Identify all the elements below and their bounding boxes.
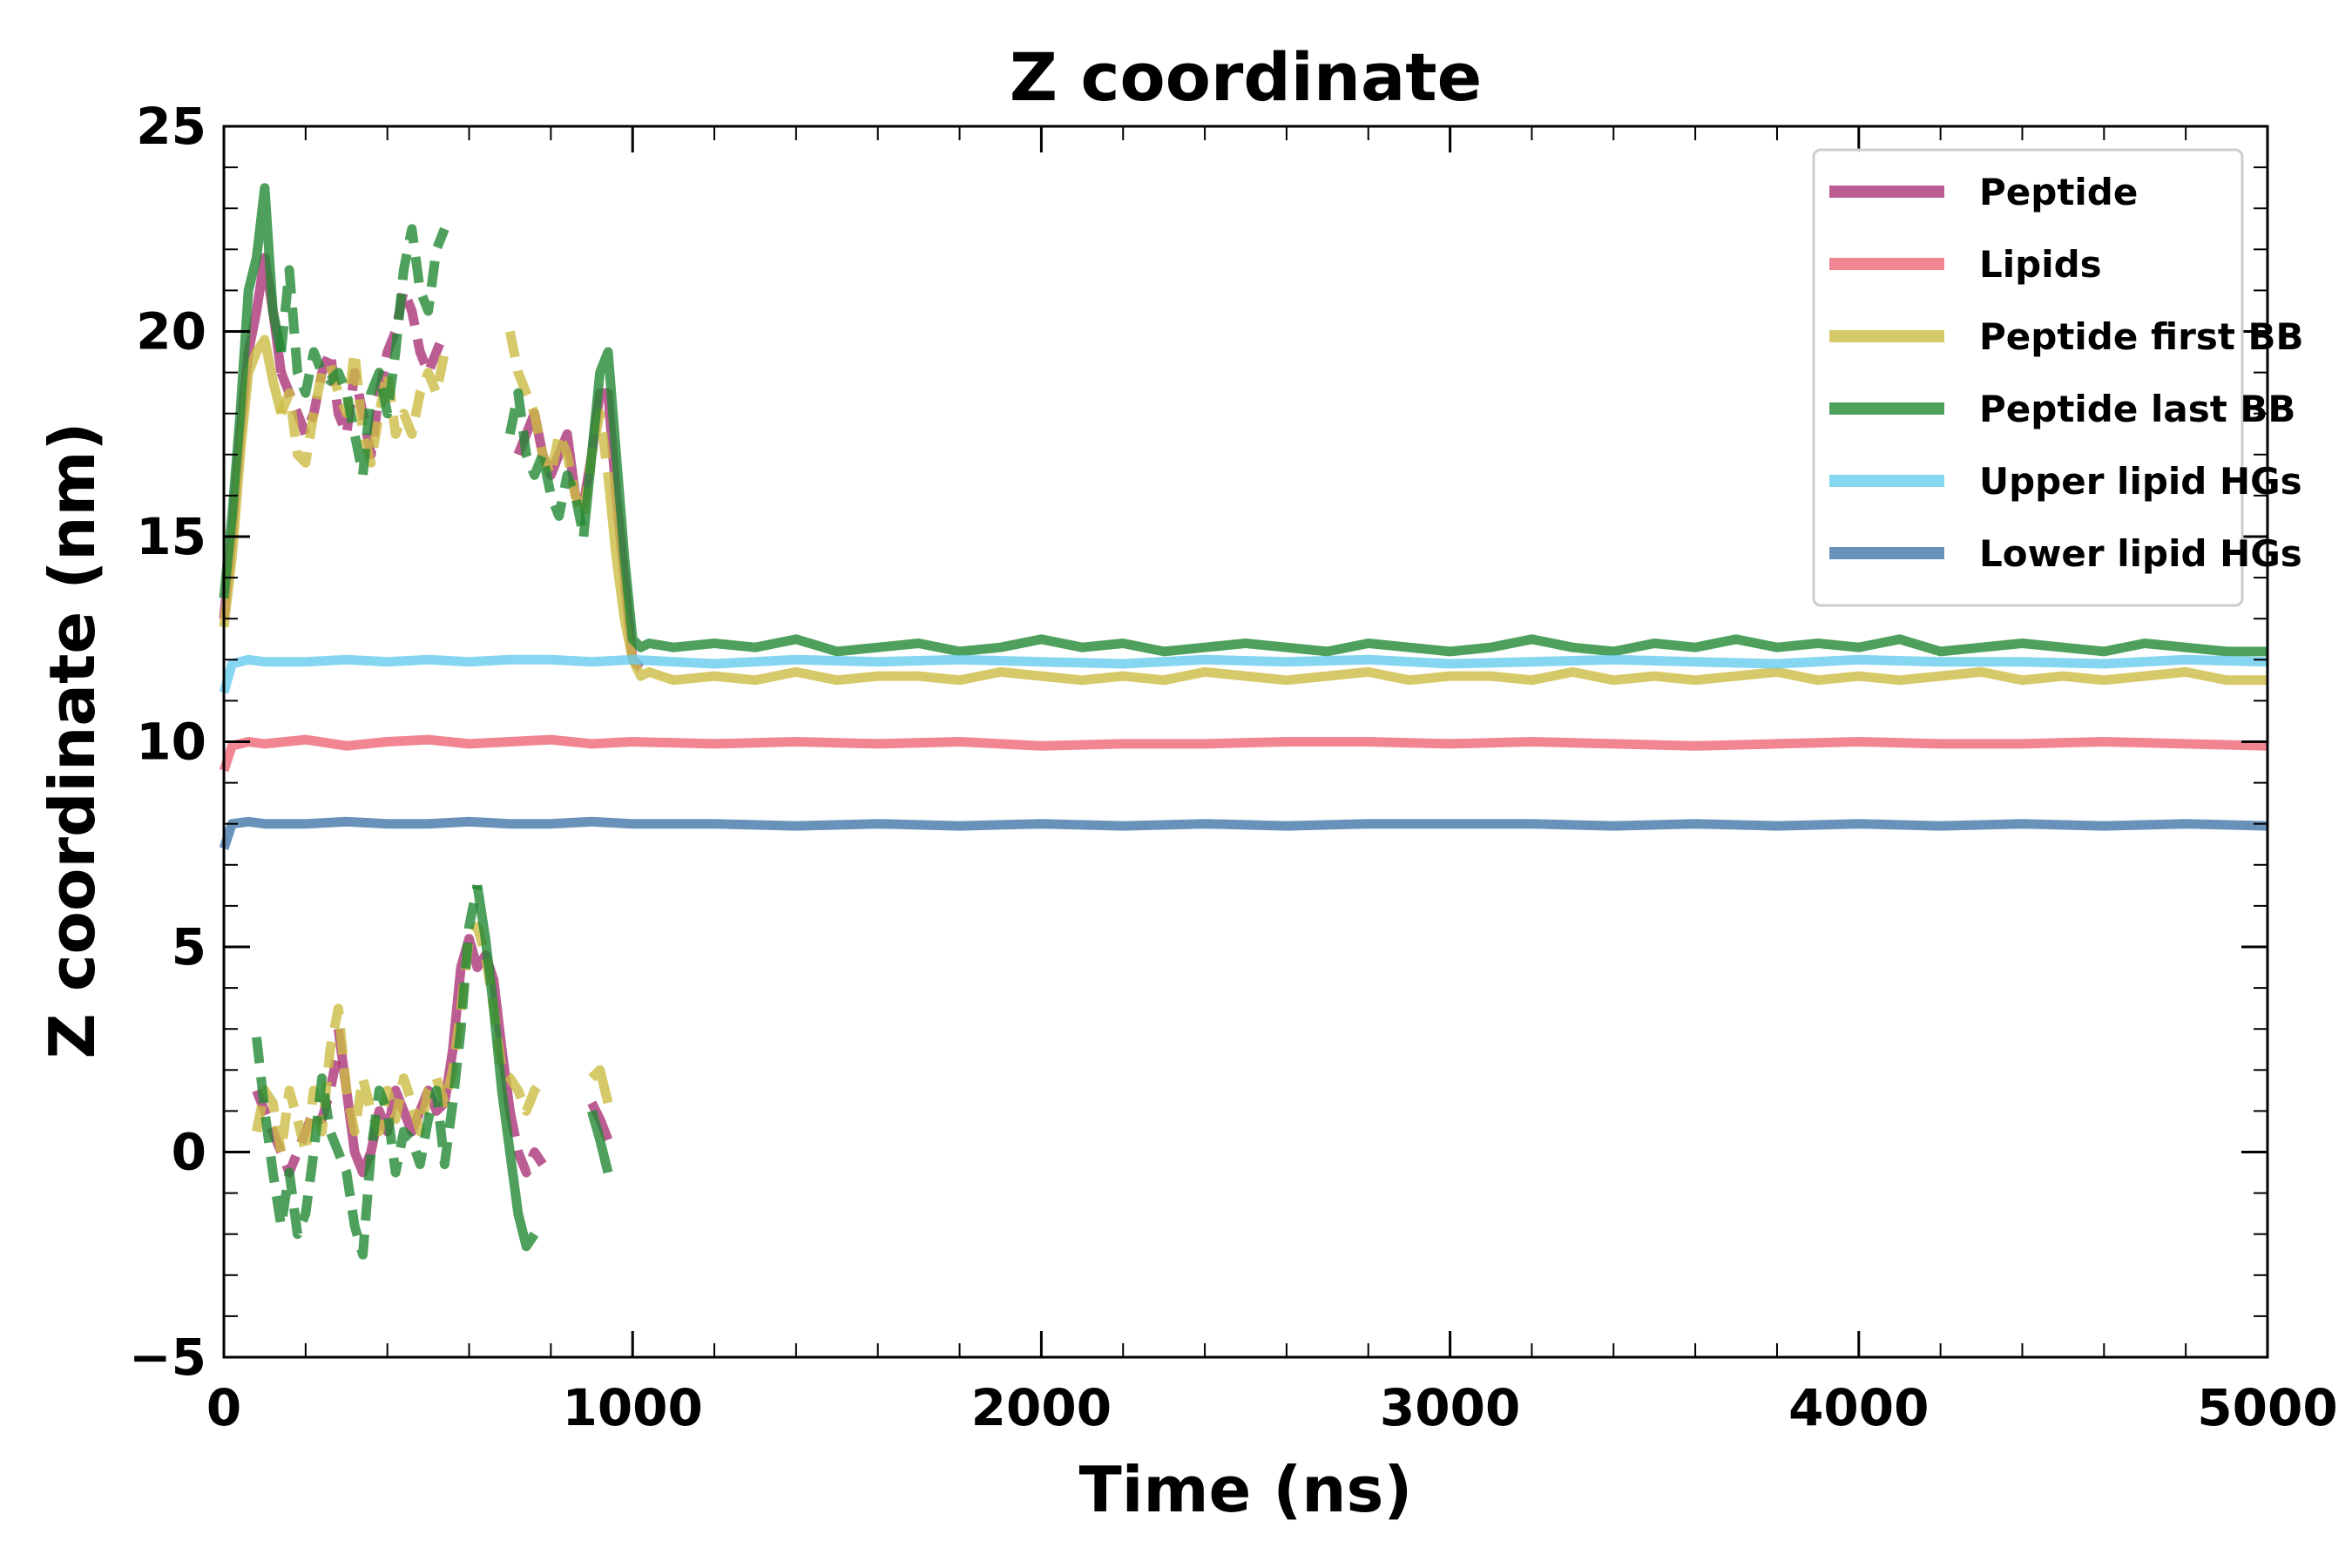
series-peptide-last-bb-line-1 — [219, 183, 287, 599]
series-peptide-last-bb-line-2 — [276, 224, 449, 480]
series-peptide-last-bb-line-5 — [252, 884, 483, 1260]
chart-title: Z coordinate — [1010, 38, 1482, 116]
series-peptide-first-bb-line-4 — [603, 474, 2268, 686]
series-lower-lipid-hgs — [219, 816, 2268, 850]
y-tick-label: 20 — [136, 302, 206, 362]
series-peptide-last-bb-line-7 — [587, 1109, 613, 1174]
x-tick-label: 0 — [206, 1378, 241, 1437]
series-peptide-last-bb-line-6 — [472, 884, 539, 1252]
legend: Peptide Lipids Peptide first BB Peptide las… — [1812, 148, 2304, 607]
series-lipids-line-1 — [219, 734, 2268, 773]
legend-label-lipids: Lipids — [1979, 243, 2102, 286]
x-tick-label: 3000 — [1380, 1378, 1520, 1437]
series-lipids — [219, 734, 2268, 773]
y-tick-label: −5 — [129, 1328, 206, 1387]
legend-label-peptide-last-bb: Peptide last BB — [1979, 388, 2295, 430]
series-upper-lipid-hgs-line-1 — [219, 654, 2268, 694]
x-tick-label: 2000 — [971, 1378, 1112, 1437]
legend-label-upper-lipid-hgs: Upper lipid HGs — [1979, 460, 2302, 503]
series-peptide-first-bb-line-6 — [588, 1064, 613, 1105]
legend-label-peptide: Peptide — [1979, 171, 2138, 213]
x-tick-label: 1000 — [562, 1378, 702, 1437]
series-lower-lipid-hgs-line-1 — [219, 816, 2268, 850]
y-axis-label: Z coordinate (nm) — [36, 422, 109, 1059]
y-tick-label: 10 — [136, 713, 206, 772]
series-peptide-last-bb — [219, 183, 2268, 1260]
x-axis-label: Time (ns) — [1079, 1453, 1413, 1526]
y-tick-label: 5 — [172, 917, 206, 977]
x-tick-label: 5000 — [2197, 1378, 2337, 1437]
series-peptide-line-6 — [505, 1110, 547, 1178]
series-peptide-last-bb-line-4 — [578, 347, 2268, 657]
series-upper-lipid-hgs — [219, 654, 2268, 694]
legend-label-lower-lipid-hgs: Lower lipid HGs — [1979, 532, 2302, 575]
y-tick-label: 15 — [136, 507, 206, 566]
y-tick-label: 25 — [136, 97, 206, 156]
x-tick-label: 4000 — [1788, 1378, 1929, 1437]
y-tick-label: 0 — [172, 1123, 206, 1182]
series-peptide-first-bb-line-2 — [276, 347, 449, 468]
series-peptide-last-bb-line-3 — [505, 388, 589, 538]
plot-series — [219, 183, 2268, 1260]
series-peptide-line-7 — [587, 1100, 613, 1142]
legend-label-peptide-first-bb: Peptide first BB — [1979, 315, 2304, 358]
